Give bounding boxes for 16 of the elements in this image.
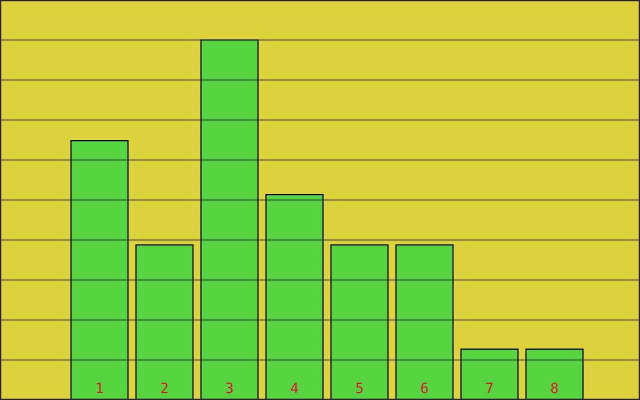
x-tick-label: 6: [420, 381, 429, 397]
x-tick-label: 2: [160, 381, 169, 397]
bar: [460, 348, 519, 400]
bar: [200, 39, 259, 400]
x-tick-label: 1: [95, 381, 104, 397]
bar: [525, 348, 584, 400]
x-tick-label: 3: [225, 381, 234, 397]
bar: [330, 244, 389, 400]
bar: [135, 244, 194, 400]
x-tick-label: 5: [355, 381, 364, 397]
x-tick-label: 7: [485, 381, 494, 397]
bar: [265, 194, 324, 400]
bar: [70, 140, 129, 400]
bar: [395, 244, 454, 400]
x-tick-label: 4: [290, 381, 299, 397]
x-tick-label: 8: [550, 381, 559, 397]
